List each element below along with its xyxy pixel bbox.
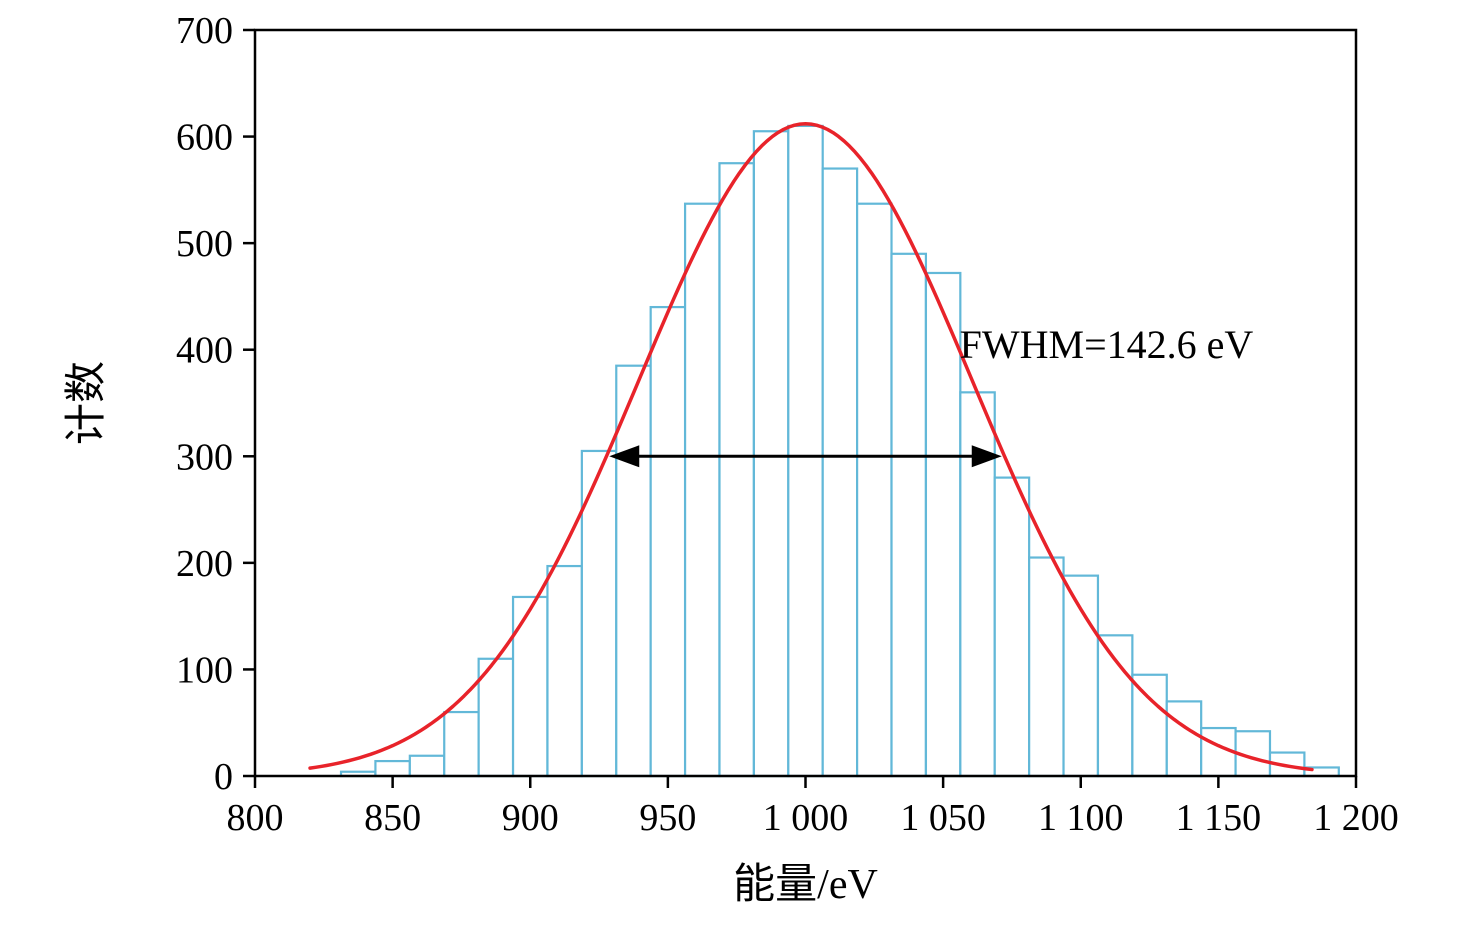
y-axis-label: 计数 xyxy=(64,361,110,445)
x-axis-tick-label: 1 100 xyxy=(1038,797,1124,839)
histogram-bar xyxy=(856,202,893,778)
x-axis-tick-label: 850 xyxy=(364,797,421,839)
histogram-bar xyxy=(1165,700,1203,778)
y-axis-tick-label: 600 xyxy=(176,117,233,159)
histogram-bar xyxy=(683,202,721,778)
histogram-bar xyxy=(546,564,583,778)
histogram-bar xyxy=(374,759,411,778)
x-axis-tick-label: 1 150 xyxy=(1176,797,1262,839)
y-axis-tick-label: 300 xyxy=(176,436,233,478)
x-axis-tick-label: 800 xyxy=(227,797,284,839)
y-axis-tick-label: 0 xyxy=(214,756,233,798)
histogram-bar xyxy=(993,476,1031,778)
histogram-bar xyxy=(752,130,790,778)
histogram-bar xyxy=(1131,673,1168,778)
histogram-bar xyxy=(924,271,962,778)
y-axis-tick-label: 700 xyxy=(176,10,233,52)
histogram-bar xyxy=(1062,574,1100,778)
x-axis-tick-label: 1 200 xyxy=(1313,797,1399,839)
histogram-bar xyxy=(408,754,446,778)
gaussian-fit-curve xyxy=(308,122,1314,772)
fwhm-arrow-head-right xyxy=(971,445,1002,468)
histogram-bar xyxy=(615,364,652,778)
x-axis-label: 能量/eV xyxy=(733,862,878,908)
histogram-bar xyxy=(511,595,549,778)
histogram-bar xyxy=(1028,556,1065,778)
x-axis-tick-label: 1 050 xyxy=(900,797,986,839)
histogram-bar xyxy=(718,162,755,778)
x-axis-tick-label: 950 xyxy=(639,797,696,839)
histogram-bar xyxy=(821,167,859,778)
y-axis-tick-label: 100 xyxy=(176,649,233,691)
y-axis-tick-label: 500 xyxy=(176,223,233,265)
histogram-bar xyxy=(1096,634,1134,778)
histogram-bar xyxy=(649,305,687,778)
histogram-bar xyxy=(787,124,824,778)
histogram-bar xyxy=(890,252,928,778)
y-axis-tick-label: 400 xyxy=(176,330,233,372)
histogram-bar xyxy=(443,710,480,778)
fwhm-annotation: FWHM=142.6 eV xyxy=(960,322,1254,367)
x-axis-tick-label: 900 xyxy=(502,797,559,839)
fwhm-arrow-head-left xyxy=(609,445,640,468)
y-axis-tick-label: 200 xyxy=(176,543,233,585)
x-axis-tick-label: 1 000 xyxy=(763,797,849,839)
